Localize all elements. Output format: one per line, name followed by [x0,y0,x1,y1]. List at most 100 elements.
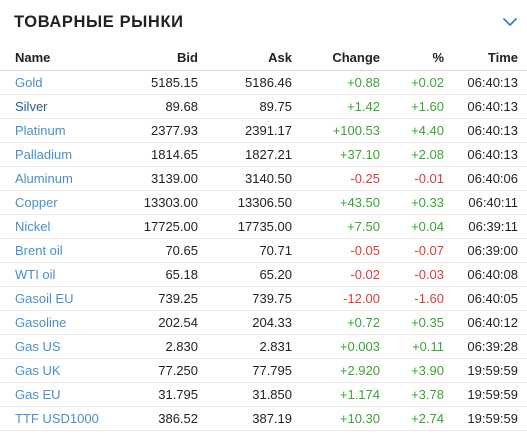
column-header-percent: % [380,45,444,71]
commodity-link[interactable]: Copper [15,195,58,210]
time-cell: 19:59:59 [444,406,527,431]
change-cell: +0.72 [292,310,380,335]
commodity-link[interactable]: Gas UK [15,363,61,378]
table-row: Gas EU 31.795 31.850 +1.174 +3.78 19:59:59 [0,382,527,407]
bid-cell: 3139.00 [108,166,198,191]
percent-cell: +3.90 [380,358,444,383]
ask-cell: 31.850 [198,382,292,407]
commodity-name-cell: Brent oil [0,238,108,263]
bid-cell: 5185.15 [108,70,198,95]
percent-cell: +0.04 [380,214,444,239]
time-cell: 06:40:13 [444,94,527,119]
commodity-name-cell: Gasoline [0,310,108,335]
table-row: Gas UK 77.250 77.795 +2.920 +3.90 19:59:59 [0,358,527,383]
change-cell: +43.50 [292,190,380,215]
commodity-name-cell: Gold [0,70,108,95]
bid-cell: 386.52 [108,406,198,431]
change-cell: +37.10 [292,142,380,167]
time-cell: 06:39:28 [444,334,527,359]
commodity-link[interactable]: Silver [15,99,48,114]
commodity-link[interactable]: Gold [15,75,43,90]
change-cell: +1.42 [292,94,380,119]
table-row: Platinum 2377.93 2391.17 +100.53 +4.40 06:40:… [0,118,527,143]
change-cell: -12.00 [292,286,380,311]
commodity-name-cell: Gas US [0,334,108,359]
commodity-name-cell: Copper [0,190,108,215]
time-cell: 06:40:05 [444,286,527,311]
commodity-link[interactable]: Aluminum [15,171,73,186]
ask-cell: 1827.21 [198,142,292,167]
widget-title: ТОВАРНЫЕ РЫНКИ [14,13,184,31]
ask-cell: 70.71 [198,238,292,263]
commodity-link[interactable]: TTF USD1000 [15,411,99,426]
bid-cell: 1814.65 [108,142,198,167]
percent-cell: +2.08 [380,142,444,167]
table-row: Aluminum 3139.00 3140.50 -0.25 -0.01 06:40:06 [0,166,527,191]
commodity-link[interactable]: Platinum [15,123,66,138]
column-header-change: Change [292,45,380,71]
commodity-name-cell: Gas UK [0,358,108,383]
commodity-link[interactable]: Gas US [15,339,61,354]
table-row: Brent oil 70.65 70.71 -0.05 -0.07 06:39:00 [0,238,527,263]
commodity-link[interactable]: Nickel [15,219,51,234]
commodity-name-cell: Silver [0,94,108,119]
table-row: TTF USD1000 386.52 387.19 +10.30 +2.74 19:59:… [0,406,527,431]
commodity-name-cell: TTF USD1000 [0,406,108,431]
ask-cell: 5186.46 [198,70,292,95]
ask-cell: 739.75 [198,286,292,311]
commodity-link[interactable]: WTI oil [15,267,56,282]
change-cell: +0.003 [292,334,380,359]
chevron-down-icon[interactable] [502,15,518,29]
time-cell: 06:39:11 [444,214,527,239]
commodity-link[interactable]: Gasoline [15,315,67,330]
percent-cell: +0.35 [380,310,444,335]
commodity-name-cell: Gasoil EU [0,286,108,311]
bid-cell: 17725.00 [108,214,198,239]
change-cell: +7.50 [292,214,380,239]
time-cell: 06:40:06 [444,166,527,191]
column-header-bid: Bid [108,45,198,71]
ask-cell: 89.75 [198,94,292,119]
bid-cell: 13303.00 [108,190,198,215]
bid-cell: 202.54 [108,310,198,335]
widget-header: ТОВАРНЫЕ РЫНКИ [0,0,527,44]
commodity-name-cell: WTI oil [0,262,108,287]
time-cell: 06:40:12 [444,310,527,335]
column-header-name: Name [0,45,108,71]
change-cell: +2.920 [292,358,380,383]
table-row: Copper 13303.00 13306.50 +43.50 +0.33 06:40:1… [0,190,527,215]
bid-cell: 2.830 [108,334,198,359]
bid-cell: 70.65 [108,238,198,263]
bid-cell: 65.18 [108,262,198,287]
percent-cell: +3.78 [380,382,444,407]
percent-cell: -0.03 [380,262,444,287]
table-row: WTI oil 65.18 65.20 -0.02 -0.03 06:40:08 [0,262,527,287]
percent-cell: -1.60 [380,286,444,311]
percent-cell: -0.07 [380,238,444,263]
percent-cell: +0.02 [380,70,444,95]
change-cell: +0.88 [292,70,380,95]
table-row: Gasoil EU 739.25 739.75 -12.00 -1.60 06:40:05 [0,286,527,311]
change-cell: -0.25 [292,166,380,191]
ask-cell: 2.831 [198,334,292,359]
ask-cell: 77.795 [198,358,292,383]
bid-cell: 77.250 [108,358,198,383]
percent-cell: +2.74 [380,406,444,431]
commodity-link[interactable]: Palladium [15,147,73,162]
change-cell: -0.02 [292,262,380,287]
ask-cell: 204.33 [198,310,292,335]
commodity-link[interactable]: Gas EU [15,387,61,402]
commodity-name-cell: Platinum [0,118,108,143]
table-row: Silver 89.68 89.75 +1.42 +1.60 06:40:13 [0,94,527,119]
time-cell: 19:59:59 [444,358,527,383]
ask-cell: 387.19 [198,406,292,431]
column-header-ask: Ask [198,45,292,71]
change-cell: -0.05 [292,238,380,263]
commodity-link[interactable]: Gasoil EU [15,291,74,306]
percent-cell: -0.01 [380,166,444,191]
percent-cell: +4.40 [380,118,444,143]
time-cell: 06:40:13 [444,142,527,167]
change-cell: +1.174 [292,382,380,407]
commodity-link[interactable]: Brent oil [15,243,63,258]
ask-cell: 3140.50 [198,166,292,191]
